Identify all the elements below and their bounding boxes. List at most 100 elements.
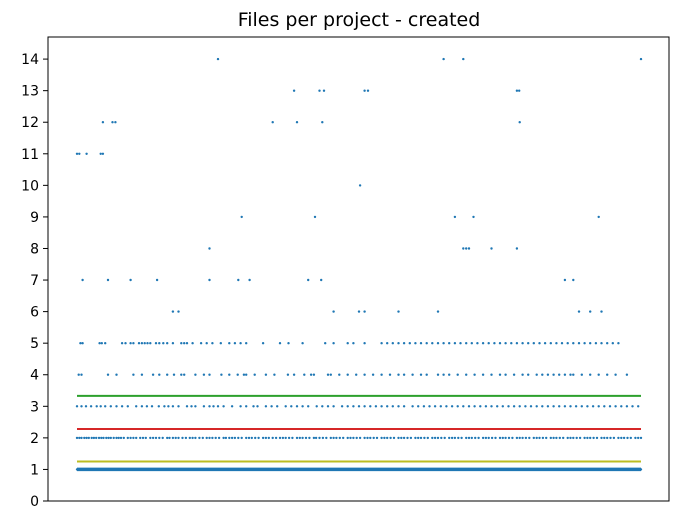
data-point: [287, 342, 290, 345]
data-point: [309, 373, 313, 376]
data-point: [558, 373, 561, 376]
data-point: [498, 436, 502, 440]
data-point: [518, 405, 521, 408]
data-point: [291, 436, 294, 440]
data-point: [453, 342, 457, 345]
data-point: [392, 436, 396, 440]
data-point: [467, 436, 471, 440]
data-point: [552, 373, 555, 376]
data-point: [239, 342, 242, 345]
data-point: [274, 436, 278, 440]
data-point: [411, 405, 414, 408]
data-point: [117, 436, 120, 440]
data-point: [194, 405, 197, 408]
data-point: [606, 342, 609, 345]
data-point: [111, 121, 114, 124]
data-point: [261, 436, 265, 440]
data-point: [114, 121, 117, 124]
data-point: [346, 342, 349, 345]
data-point: [563, 405, 567, 408]
data-point: [112, 436, 115, 440]
data-point: [79, 342, 82, 345]
data-point: [107, 436, 110, 440]
data-point: [129, 278, 132, 282]
data-point: [541, 373, 544, 376]
data-point: [183, 373, 186, 376]
y-tick-label: 0: [30, 494, 39, 510]
data-point: [185, 405, 189, 408]
data-point: [167, 405, 170, 408]
data-point: [617, 342, 620, 345]
data-point: [595, 436, 599, 440]
data-point: [470, 342, 473, 345]
data-point: [240, 215, 243, 219]
data-point: [208, 247, 211, 250]
data-point: [115, 436, 118, 440]
data-point: [84, 405, 88, 408]
data-point: [163, 405, 166, 408]
data-point: [600, 310, 603, 313]
data-point: [369, 405, 372, 408]
data-point: [462, 57, 465, 61]
data-point: [442, 57, 445, 61]
data-point: [515, 342, 519, 345]
data-point: [329, 373, 332, 376]
data-point: [151, 436, 155, 440]
data-point: [174, 436, 177, 440]
data-point: [436, 436, 440, 440]
data-point: [250, 436, 253, 440]
data-point: [352, 405, 355, 408]
data-point: [301, 405, 304, 408]
data-point: [552, 405, 555, 408]
plot-frame: [47, 36, 670, 502]
data-point: [307, 278, 310, 282]
data-point: [307, 405, 310, 408]
data-point: [614, 373, 617, 376]
data-point: [219, 342, 222, 345]
data-point: [273, 373, 276, 376]
data-point: [524, 436, 528, 440]
data-point: [214, 436, 217, 440]
data-point: [494, 436, 497, 440]
data-point: [278, 436, 282, 440]
data-point: [402, 405, 406, 408]
data-point: [431, 436, 434, 440]
data-point: [83, 436, 86, 440]
data-point: [304, 436, 308, 440]
data-point: [146, 342, 149, 345]
data-point: [321, 121, 324, 124]
data-point: [481, 342, 485, 345]
data-point: [371, 373, 375, 376]
data-point: [321, 436, 325, 440]
data-point: [216, 57, 220, 61]
data-point: [448, 436, 451, 440]
data-point: [154, 342, 158, 345]
data-point: [237, 278, 240, 282]
data-point: [115, 373, 118, 376]
data-point: [198, 436, 201, 440]
data-point: [529, 405, 533, 408]
data-point: [115, 405, 118, 408]
data-point: [611, 342, 614, 345]
data-point: [501, 405, 504, 408]
data-point: [124, 342, 127, 345]
data-point: [577, 342, 581, 345]
data-point: [600, 436, 603, 440]
data-point: [205, 436, 208, 440]
data-point: [151, 373, 155, 376]
data-point: [208, 373, 211, 376]
data-point: [171, 436, 175, 440]
data-point: [202, 373, 206, 376]
data-point: [99, 152, 102, 155]
data-point: [419, 436, 423, 440]
data-point: [552, 436, 555, 440]
data-point: [417, 405, 420, 408]
data-point: [245, 373, 248, 376]
data-point: [634, 436, 637, 440]
data-point: [603, 436, 606, 440]
data-point: [135, 436, 138, 440]
data-point: [284, 436, 287, 440]
data-point: [308, 436, 311, 440]
data-point: [380, 373, 383, 376]
data-point: [140, 405, 144, 408]
